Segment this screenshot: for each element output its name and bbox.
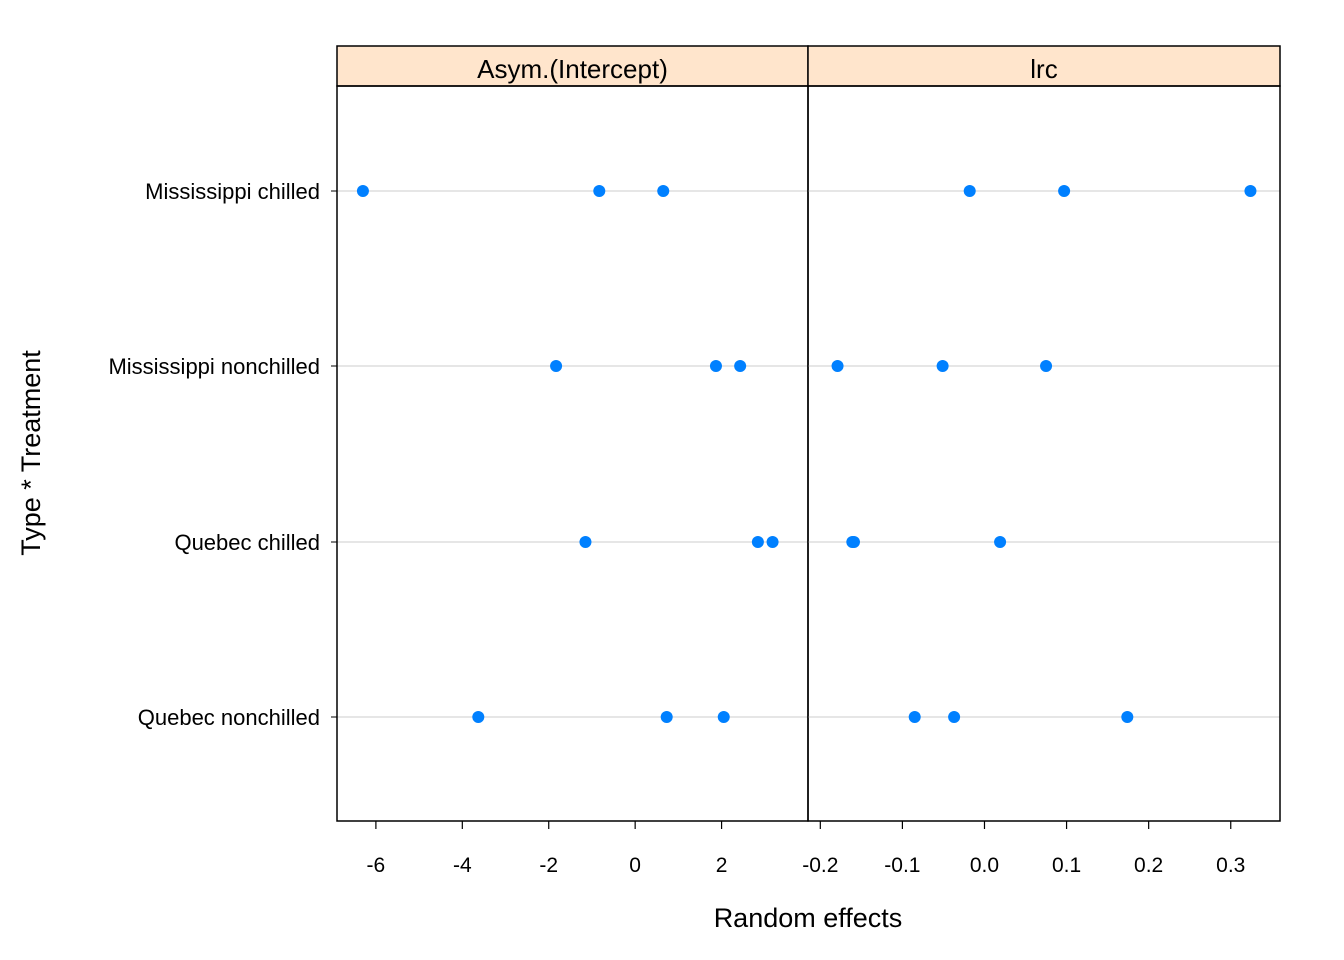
x-tick-label: -6 xyxy=(367,854,386,877)
data-point xyxy=(963,185,976,197)
data-point xyxy=(908,711,921,723)
data-point xyxy=(948,711,961,723)
panel-strip-label: Asym.(Intercept) xyxy=(477,54,668,84)
x-tick-label: -0.2 xyxy=(802,854,838,877)
category-label: Mississippi chilled xyxy=(145,179,320,204)
data-point xyxy=(1121,711,1134,723)
panel-strip xyxy=(336,45,809,87)
data-point xyxy=(1040,360,1053,372)
data-point xyxy=(831,360,844,372)
data-point xyxy=(766,536,779,548)
data-point xyxy=(472,711,485,723)
data-point xyxy=(717,711,730,723)
data-point xyxy=(1058,185,1071,197)
data-point xyxy=(847,536,860,548)
category-label: Quebec nonchilled xyxy=(138,705,320,730)
panel-frame xyxy=(807,85,1281,822)
x-axis-title: Random effects xyxy=(714,903,903,933)
panel: Asym.(Intercept) -6 -4 -2 0 2 xyxy=(336,45,809,877)
x-tick-label: 0 xyxy=(629,854,641,877)
data-point xyxy=(1244,185,1257,197)
data-point xyxy=(751,536,764,548)
data-point xyxy=(657,185,670,197)
x-tick-label: 0.0 xyxy=(970,854,999,877)
data-point xyxy=(734,360,747,372)
x-tick-label: 2 xyxy=(716,854,728,877)
panel: lrc -0.2 -0.1 0.0 0.1 0.2 0.3 xyxy=(802,45,1281,877)
x-tick-label: 0.2 xyxy=(1134,854,1163,877)
x-tick-label: 0.3 xyxy=(1216,854,1245,877)
panel-frame xyxy=(336,85,809,822)
data-point xyxy=(550,360,563,372)
x-tick-label: 0.1 xyxy=(1052,854,1081,877)
data-point xyxy=(356,185,369,197)
category-label: Quebec chilled xyxy=(174,530,320,555)
category-label: Mississippi nonchilled xyxy=(108,354,320,379)
data-point xyxy=(660,711,673,723)
data-point xyxy=(994,536,1007,548)
x-tick-label: -4 xyxy=(453,854,472,877)
panels-layer: Asym.(Intercept) -6 -4 -2 0 2 lrc -0.2 -0.1 0.0 0.… xyxy=(336,45,1281,877)
data-point xyxy=(579,536,592,548)
x-tick-label: -2 xyxy=(539,854,558,877)
data-point xyxy=(709,360,722,372)
x-tick-label: -0.1 xyxy=(884,854,920,877)
y-axis-title: Type * Treatment xyxy=(16,350,46,556)
data-point xyxy=(936,360,949,372)
panel-strip-label: lrc xyxy=(1030,54,1057,84)
data-point xyxy=(593,185,606,197)
category-labels: Mississippi chilled Mississippi nonchille… xyxy=(108,179,337,730)
